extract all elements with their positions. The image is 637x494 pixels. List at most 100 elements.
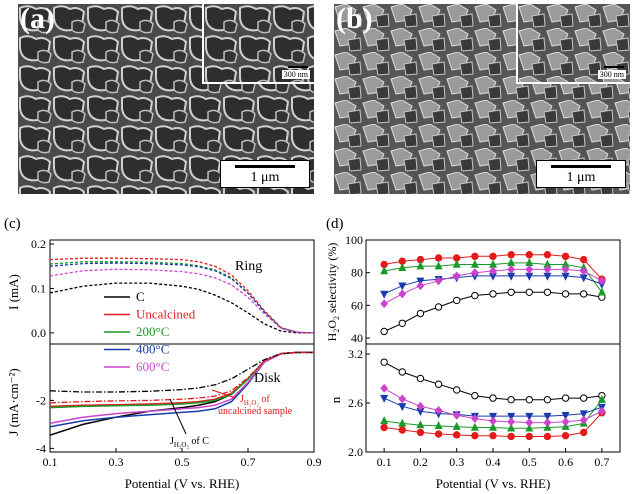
chart-d-n-point <box>398 403 407 412</box>
chart-d-selectivity-point <box>434 276 443 286</box>
chart-d-n-point <box>416 420 425 429</box>
chart-d-selectivity-point <box>471 291 479 300</box>
chart-d-ylabel-top: H2O2 selectivity (%) <box>325 243 341 342</box>
chart-c-ylabel-bottom: J (mA·cm⁻²) <box>6 368 21 435</box>
chart-c-panel-label: (c) <box>4 216 21 232</box>
chart-d-ylabel-rest: selectivity (%) <box>325 243 339 316</box>
chart-c-jc-arrow <box>169 398 187 435</box>
chart-d-n-point <box>507 423 516 432</box>
chart-d-selectivity-point <box>543 264 552 274</box>
chart-c-ju-arrow <box>211 389 237 399</box>
chart-d-selectivity-point <box>416 281 425 291</box>
chart-d-selectivity-point <box>579 266 588 276</box>
chart-d-selectivity-point <box>580 290 588 298</box>
chart-d-selectivity-point <box>380 290 389 299</box>
chart-d-n-point <box>452 410 461 420</box>
chart-c-top-ytick-label: 0.1 <box>31 281 46 295</box>
chart-d-top-ytick-label: 40 <box>351 331 363 345</box>
chart-d-xtick-label: 0.3 <box>449 455 464 469</box>
chart-c-jc-sub: H₂O₂ <box>174 441 190 449</box>
chart-d-n-point <box>489 394 497 402</box>
chart-c-jc-label: JH₂O₂ of C <box>170 436 209 449</box>
sem-image-a: (a) 300 nm 1 μm <box>18 4 314 194</box>
sem-inset-texture-a <box>204 4 314 82</box>
chart-d-selectivity-point <box>597 276 606 286</box>
chart-d-ylabel-o: O <box>325 320 339 329</box>
chart-d-selectivity-point <box>507 251 515 259</box>
panel-label-b: (b) <box>336 4 373 35</box>
chart-d-n-point <box>453 431 461 439</box>
chart-d-n-point <box>597 406 606 416</box>
chart-d-selectivity-point <box>380 299 389 309</box>
chart-d-n-point <box>398 418 407 427</box>
chart-d-n-point <box>597 394 606 403</box>
chart-d-selectivity-point <box>470 259 479 268</box>
chart-d-n-point <box>561 431 570 440</box>
chart-d-n-point <box>380 423 388 432</box>
chart-d-n-point <box>453 386 461 394</box>
chart-c-ju-label: JH₂O₂ of <box>240 394 270 407</box>
chart-d-selectivity-point <box>398 262 407 271</box>
chart-d-n-point <box>507 432 515 441</box>
chart-c: (c) I (mA) J (mA·cm⁻²) Potential (V vs. … <box>4 216 322 491</box>
chart-c-xtick-label: 0.1 <box>43 455 58 469</box>
chart-d-n-point <box>507 396 515 404</box>
chart-d-n-point <box>416 428 425 437</box>
chart-d-selectivity-point <box>507 288 515 296</box>
chart-d-selectivity-point <box>525 258 534 267</box>
chart-d-n-line <box>383 361 602 401</box>
chart-d-selectivity-line <box>383 291 602 332</box>
chart-d-selectivity-point <box>416 261 425 270</box>
chart-c-legend-label: 200°C <box>136 324 169 339</box>
chart-c-xtick-label: 0.7 <box>241 455 256 469</box>
chart-d-n-point <box>416 374 425 383</box>
chart-c-ring-line <box>49 262 315 334</box>
inset-scale-label-b: 300 nm <box>597 70 626 79</box>
chart-d-selectivity-point <box>398 319 406 328</box>
chart-d-n-point <box>525 423 534 432</box>
chart-d-xtick-label: 0.4 <box>486 455 501 469</box>
chart-d-selectivity-point <box>416 309 425 318</box>
chart-c-ring-line <box>49 268 315 334</box>
chart-d-selectivity-point <box>507 272 516 281</box>
chart-d-selectivity-point <box>452 259 461 268</box>
chart-c-ju-sub: H₂O₂ <box>244 399 260 407</box>
chart-d-n-point <box>489 416 497 426</box>
chart-d-ylabel-bottom: n <box>328 396 343 403</box>
chart-d-xtick-label: 0.1 <box>377 455 392 469</box>
chart-d-n-point <box>471 431 479 440</box>
chart-c-xtick-label: 0.5 <box>175 455 190 469</box>
chart-d-xtick-label: 0.2 <box>413 455 428 469</box>
chart-d-selectivity-point <box>543 251 552 259</box>
chart-d-n-point <box>380 383 389 393</box>
chart-d-n-point <box>525 412 534 421</box>
chart-d-n-point <box>470 414 479 423</box>
chart-d-n-point <box>434 430 443 438</box>
chart-d-n-point <box>488 422 498 431</box>
chart-d-selectivity-point <box>507 258 516 267</box>
chart-c-legend-label: Uncalcined <box>136 307 196 322</box>
chart-d-top-ytick-label: 100 <box>345 233 363 247</box>
chart-d-n-point <box>380 394 389 403</box>
chart-c-ring-label: Ring <box>235 259 262 274</box>
chart-c-bottom-ytick-label: -4 <box>36 441 46 455</box>
chart-d-n-point <box>579 410 588 419</box>
chart-d-n-point <box>470 422 479 431</box>
scale-bar-label-b: 1 μm <box>566 170 596 185</box>
chart-d-selectivity-point <box>580 255 588 264</box>
chart-d-selectivity-point <box>380 327 388 336</box>
chart-d-selectivity-point <box>507 264 516 274</box>
sem-inset-texture-b <box>518 4 630 82</box>
chart-d-bottom-ytick-label: 3.2 <box>348 347 363 361</box>
scale-bar-a: 1 μm <box>220 160 310 188</box>
chart-d-n-point <box>507 412 516 421</box>
chart-c-ju-label-line2: uncalcined sample <box>218 406 293 417</box>
chart-d-xlabel: Potential (V vs. RHE) <box>436 476 551 491</box>
chart-c-ring-line <box>49 257 315 334</box>
panel-label-a: (a) <box>20 4 55 35</box>
chart-d-n-point <box>543 396 552 404</box>
chart-d-selectivity-point <box>452 271 461 281</box>
chart-d-selectivity-point <box>398 289 407 299</box>
chart-d-selectivity-point <box>434 303 443 311</box>
chart-c-jc-j: J <box>170 436 174 447</box>
